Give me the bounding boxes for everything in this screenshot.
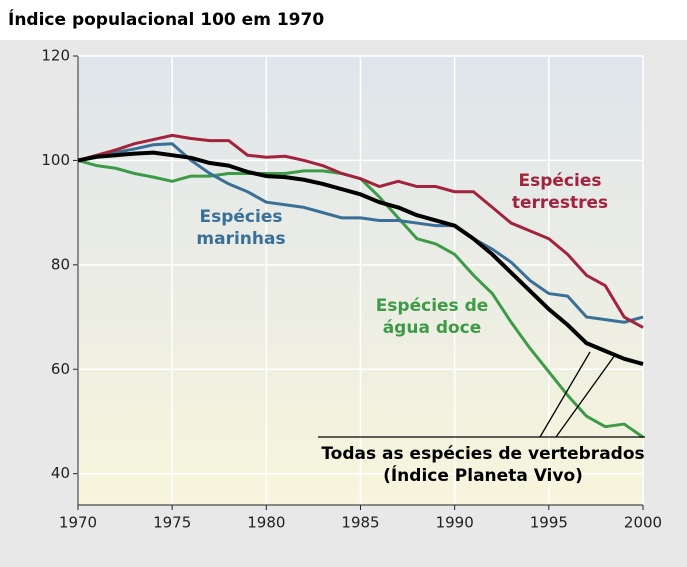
x-tick-label: 1995 (530, 514, 568, 532)
annotation: Todas as espécies de vertebrados (321, 444, 644, 464)
y-tick-label: 120 (41, 47, 70, 65)
x-tick-label: 1970 (59, 514, 97, 532)
leader-line (555, 354, 616, 438)
y-tick-label: 60 (51, 360, 70, 378)
annotation: água doce (383, 318, 482, 338)
annotation: Espécies (519, 171, 602, 191)
y-tick-label: 80 (51, 255, 70, 273)
series-line (77, 150, 644, 366)
x-tick-label: 1980 (247, 514, 285, 532)
x-tick-label: 1985 (341, 514, 379, 532)
series-line (77, 133, 644, 329)
annotation: (Índice Planeta Vivo) (383, 464, 583, 486)
leader-lines (318, 351, 645, 438)
series-line (77, 142, 644, 324)
leader-line (539, 351, 591, 438)
x-tick-label: 1990 (436, 514, 474, 532)
annotation: Espécies (200, 207, 283, 227)
y-tick-label: 40 (51, 464, 70, 482)
annotation: Espécies de (376, 296, 489, 316)
y-tick-label: 100 (41, 151, 70, 169)
chart-title: Índice populacional 100 em 1970 (8, 8, 324, 30)
annotation: marinhas (196, 229, 285, 249)
annotation: terrestres (512, 193, 608, 213)
x-tick-label: 1975 (153, 514, 191, 532)
x-tick-label: 2000 (624, 514, 662, 532)
